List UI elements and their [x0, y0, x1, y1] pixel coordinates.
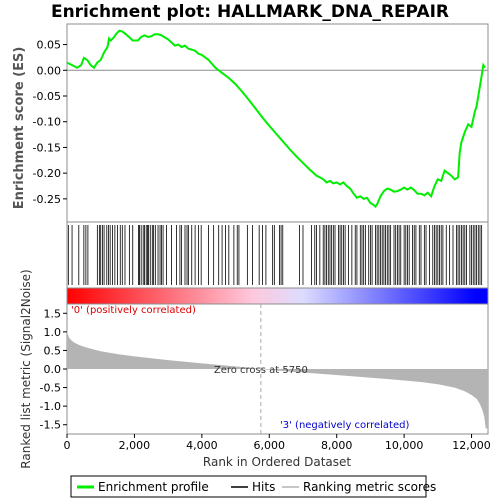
- x-tick-label: 10,000: [385, 439, 424, 452]
- es-panel-frame: [66, 23, 489, 223]
- metric-y-tick-label: 0.5: [44, 344, 62, 357]
- hit-marks: [67, 225, 483, 285]
- es-y-tick-label: 0.00: [37, 64, 62, 77]
- x-tick-label: 6,000: [254, 439, 286, 452]
- es-y-tick-label: -0.20: [33, 167, 61, 180]
- hits-panel-frame: [66, 221, 489, 289]
- x-tick-label: 4,000: [186, 439, 218, 452]
- metric-y-tick-label: 1.0: [44, 326, 62, 339]
- metric-y-axis-label: Ranked list metric (Signal2Noise): [19, 269, 33, 468]
- legend-metric-label: Ranking metric scores: [303, 480, 436, 494]
- es-y-tick-label: -0.10: [33, 116, 61, 129]
- es-panel: 0.05 0.00 -0.05 -0.10 -0.15 -0.20 -0.25 Enrich…: [12, 23, 489, 223]
- x-axis-label: Rank in Ordered Dataset: [203, 455, 351, 469]
- legend-hits-label: Hits: [252, 480, 275, 494]
- metric-y-tick-label: 1.5: [44, 307, 62, 320]
- x-tick-label: 2,000: [119, 439, 151, 452]
- es-y-axis: 0.05 0.00 -0.05 -0.10 -0.15 -0.20 -0.25: [33, 39, 67, 206]
- negative-correlation-label: '3' (negatively correlated): [280, 420, 409, 431]
- x-axis: 0 2,000 4,000 6,000 8,000 10,000 12,000: [64, 434, 491, 452]
- hits-panel: [66, 221, 489, 289]
- legend-frame: [70, 475, 427, 498]
- zero-cross-label: Zero cross at 5750: [214, 365, 308, 376]
- x-tick-label: 12,000: [452, 439, 491, 452]
- metric-y-tick-label: -1.5: [40, 419, 61, 432]
- metric-y-tick-label: -1.0: [40, 400, 61, 413]
- es-y-tick-label: -0.25: [33, 193, 61, 206]
- metric-panel: 1.5 1.0 0.5 0.0 -0.5 -1.0 -1.5 Zero cross at 5…: [19, 269, 491, 469]
- rank-heatmap-bar: [66, 287, 489, 305]
- es-y-tick-label: 0.05: [37, 39, 62, 52]
- x-tick-label: 0: [64, 439, 71, 452]
- metric-y-axis: 1.5 1.0 0.5 0.0 -0.5 -1.0 -1.5: [40, 307, 67, 432]
- enrichment-profile-line: [66, 29, 486, 209]
- chart-title: Enrichment plot: HALLMARK_DNA_REPAIR: [51, 2, 449, 22]
- es-y-tick-label: -0.05: [33, 90, 61, 103]
- legend: Enrichment profile Hits Ranking metric s…: [70, 475, 436, 498]
- es-y-axis-label: Enrichment score (ES): [12, 47, 27, 210]
- legend-enrichment-label: Enrichment profile: [98, 480, 209, 494]
- es-y-tick-label: -0.15: [33, 141, 61, 154]
- metric-y-tick-label: 0.0: [44, 363, 62, 376]
- metric-y-tick-label: -0.5: [40, 382, 61, 395]
- ranking-metric-area: [67, 328, 488, 429]
- x-tick-label: 8,000: [321, 439, 353, 452]
- heatmap-bar-fill: [67, 288, 488, 304]
- positive-correlation-label: '0' (positively correlated): [71, 305, 196, 316]
